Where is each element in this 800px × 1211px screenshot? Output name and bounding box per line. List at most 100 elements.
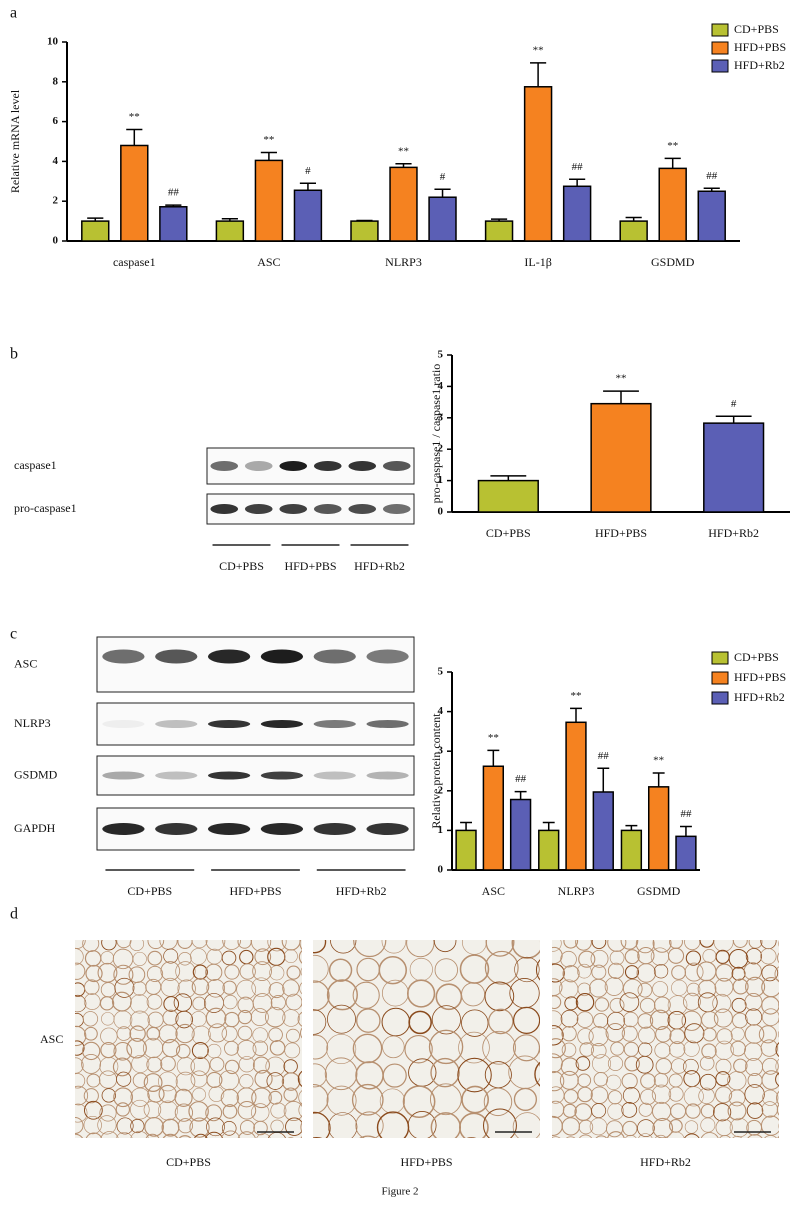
adipocyte — [700, 1117, 716, 1133]
adipocyte — [760, 1039, 779, 1057]
error-bar — [652, 772, 665, 787]
blot-band — [207, 823, 251, 835]
blot-label: GAPDH — [14, 821, 56, 835]
significance-label: ** — [488, 732, 499, 744]
adipocyte — [513, 1087, 538, 1112]
adipocyte — [715, 1058, 732, 1075]
adipocyte — [126, 1037, 147, 1059]
error-bar — [395, 163, 412, 168]
adipocyte — [575, 1056, 591, 1071]
adipocyte — [81, 1053, 102, 1074]
adipocyte — [129, 1099, 150, 1120]
adipocyte — [236, 1087, 257, 1108]
adipocyte — [744, 1024, 765, 1044]
adipocyte — [561, 1025, 577, 1042]
adipocyte — [115, 1102, 131, 1117]
y-tick-label: 0 — [53, 235, 59, 247]
adipocyte — [775, 1072, 779, 1087]
significance-label: ** — [571, 690, 582, 702]
adipocyte — [267, 940, 287, 952]
adipocyte — [575, 940, 592, 951]
adipocyte — [539, 1045, 540, 1054]
adipocyte — [624, 949, 640, 965]
bar — [592, 791, 614, 871]
adipocyte — [97, 962, 118, 983]
adipocyte — [482, 1108, 517, 1138]
adipocyte — [205, 1104, 223, 1122]
adipocyte — [625, 1134, 637, 1138]
bar — [565, 721, 587, 871]
blot-band — [313, 649, 356, 664]
adipocyte — [484, 950, 519, 985]
blot-frame — [96, 807, 415, 851]
bar — [254, 159, 284, 242]
y-tick-label: 4 — [438, 380, 444, 392]
adipocyte — [402, 1085, 436, 1119]
adipocyte — [224, 1040, 239, 1056]
blot-band — [244, 504, 273, 514]
adipocyte — [747, 1134, 763, 1138]
adipocyte — [99, 1104, 117, 1122]
x-tick-label: IL-1β — [524, 255, 551, 269]
adipocyte — [577, 1086, 593, 1103]
blot-band — [348, 461, 377, 471]
error-bar — [570, 707, 582, 723]
adipocyte — [775, 1058, 779, 1075]
adipocyte — [129, 1025, 146, 1042]
group-label: CD+PBS — [127, 884, 172, 898]
adipocyte — [621, 1025, 638, 1042]
adipocyte — [146, 994, 163, 1010]
caption: Figure 2 — [382, 1186, 419, 1198]
adipocyte — [130, 1130, 149, 1138]
adipocyte — [637, 1013, 654, 1029]
adipocyte — [174, 1103, 194, 1122]
adipocyte — [251, 940, 272, 952]
adipocyte — [552, 1070, 565, 1092]
adipocyte — [745, 948, 763, 965]
blot-band — [313, 720, 356, 728]
adipocyte — [764, 1135, 778, 1138]
adipocyte — [175, 1071, 196, 1092]
legend-swatch — [711, 59, 729, 73]
adipocyte — [130, 1118, 145, 1134]
adipocyte — [653, 964, 669, 979]
adipocyte — [671, 1058, 687, 1074]
adipocyte — [728, 949, 749, 969]
adipocyte — [222, 940, 241, 950]
adipocyte — [701, 1043, 717, 1059]
legend-label: CD+PBS — [734, 22, 779, 36]
adipocyte — [114, 977, 135, 998]
error-bar — [460, 821, 473, 831]
bar — [482, 765, 505, 871]
blot-band — [102, 720, 145, 728]
legend-swatch — [711, 651, 729, 665]
adipocyte — [684, 1120, 699, 1134]
significance-label: # — [440, 171, 446, 183]
y-tick-label: 1 — [438, 474, 444, 486]
adipocyte — [239, 963, 256, 980]
error-bar — [299, 182, 317, 191]
significance-label: ## — [572, 161, 584, 173]
adipocyte — [457, 1057, 492, 1093]
adipocyte — [313, 954, 329, 983]
adipocyte — [82, 1011, 99, 1027]
adipocyte — [535, 959, 540, 981]
adipocyte — [75, 962, 86, 980]
blot-frame — [96, 755, 415, 796]
adipocyte — [158, 1024, 178, 1044]
adipocyte — [715, 1086, 733, 1104]
adipocyte — [268, 1090, 283, 1105]
adipocyte — [552, 1025, 564, 1046]
blot-band — [313, 504, 342, 514]
x-tick-label: ASC — [257, 255, 280, 269]
blot-band — [210, 461, 239, 471]
adipocyte — [191, 977, 210, 996]
blot-band — [260, 823, 304, 835]
adipocyte — [382, 1035, 405, 1059]
adipocyte — [175, 1023, 195, 1044]
adipocyte — [732, 978, 749, 995]
y-tick-label: 2 — [438, 443, 444, 455]
adipocyte — [762, 1008, 779, 1027]
adipocyte — [731, 966, 746, 981]
blot-band — [207, 720, 251, 728]
